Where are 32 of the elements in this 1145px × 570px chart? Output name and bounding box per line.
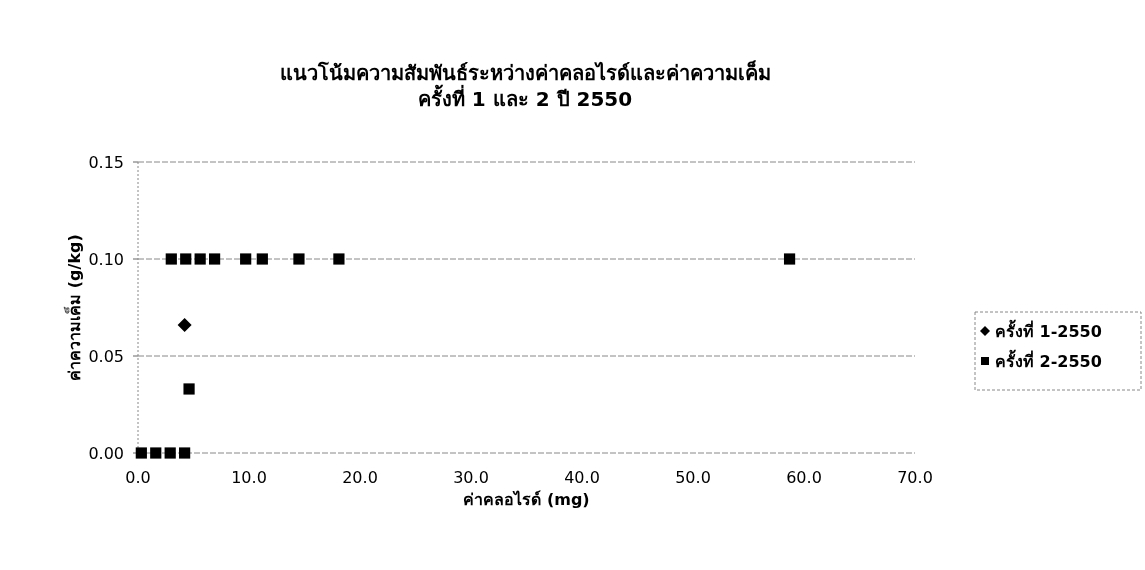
point	[240, 253, 252, 265]
x-tick-label: 0.0	[125, 468, 151, 487]
legend-label: ครั้งที่ 2-2550	[995, 349, 1102, 371]
legend-label: ครั้งที่ 1-2550	[995, 319, 1102, 341]
x-tick-label: 10.0	[231, 468, 267, 487]
point	[179, 447, 191, 459]
point	[208, 253, 221, 265]
y-tick-label: 0.05	[88, 347, 124, 366]
point	[165, 253, 177, 265]
y-tick-label: 0.00	[88, 444, 124, 463]
y-axis-title: ค่าความเค็ม (g/kg)	[63, 234, 84, 381]
x-tick-label: 20.0	[342, 468, 378, 487]
point	[180, 253, 192, 265]
y-tick-label: 0.10	[88, 250, 124, 269]
point	[164, 447, 176, 459]
point	[183, 383, 195, 395]
x-tick-label: 50.0	[675, 468, 711, 487]
point	[333, 253, 345, 265]
x-tick-label: 30.0	[453, 468, 489, 487]
x-tick-label: 40.0	[564, 468, 600, 487]
chart-title: แนวโน้มความสัมพันธ์ระหว่างค่าคลอไรด์และค่าความเค็ม ครั้งที่ 1 และ 2 ปี 2550	[279, 60, 771, 111]
x-tick-label: 60.0	[786, 468, 822, 487]
point	[783, 253, 796, 265]
point	[135, 447, 147, 459]
point	[194, 253, 206, 265]
x-tick-label: 70.0	[897, 468, 933, 487]
x-axis-title: ค่าคลอไรด์ (mg)	[463, 490, 590, 509]
point	[293, 253, 305, 265]
point	[150, 447, 162, 459]
y-tick-label: 0.15	[88, 153, 124, 172]
point	[256, 253, 268, 265]
point	[177, 317, 192, 332]
